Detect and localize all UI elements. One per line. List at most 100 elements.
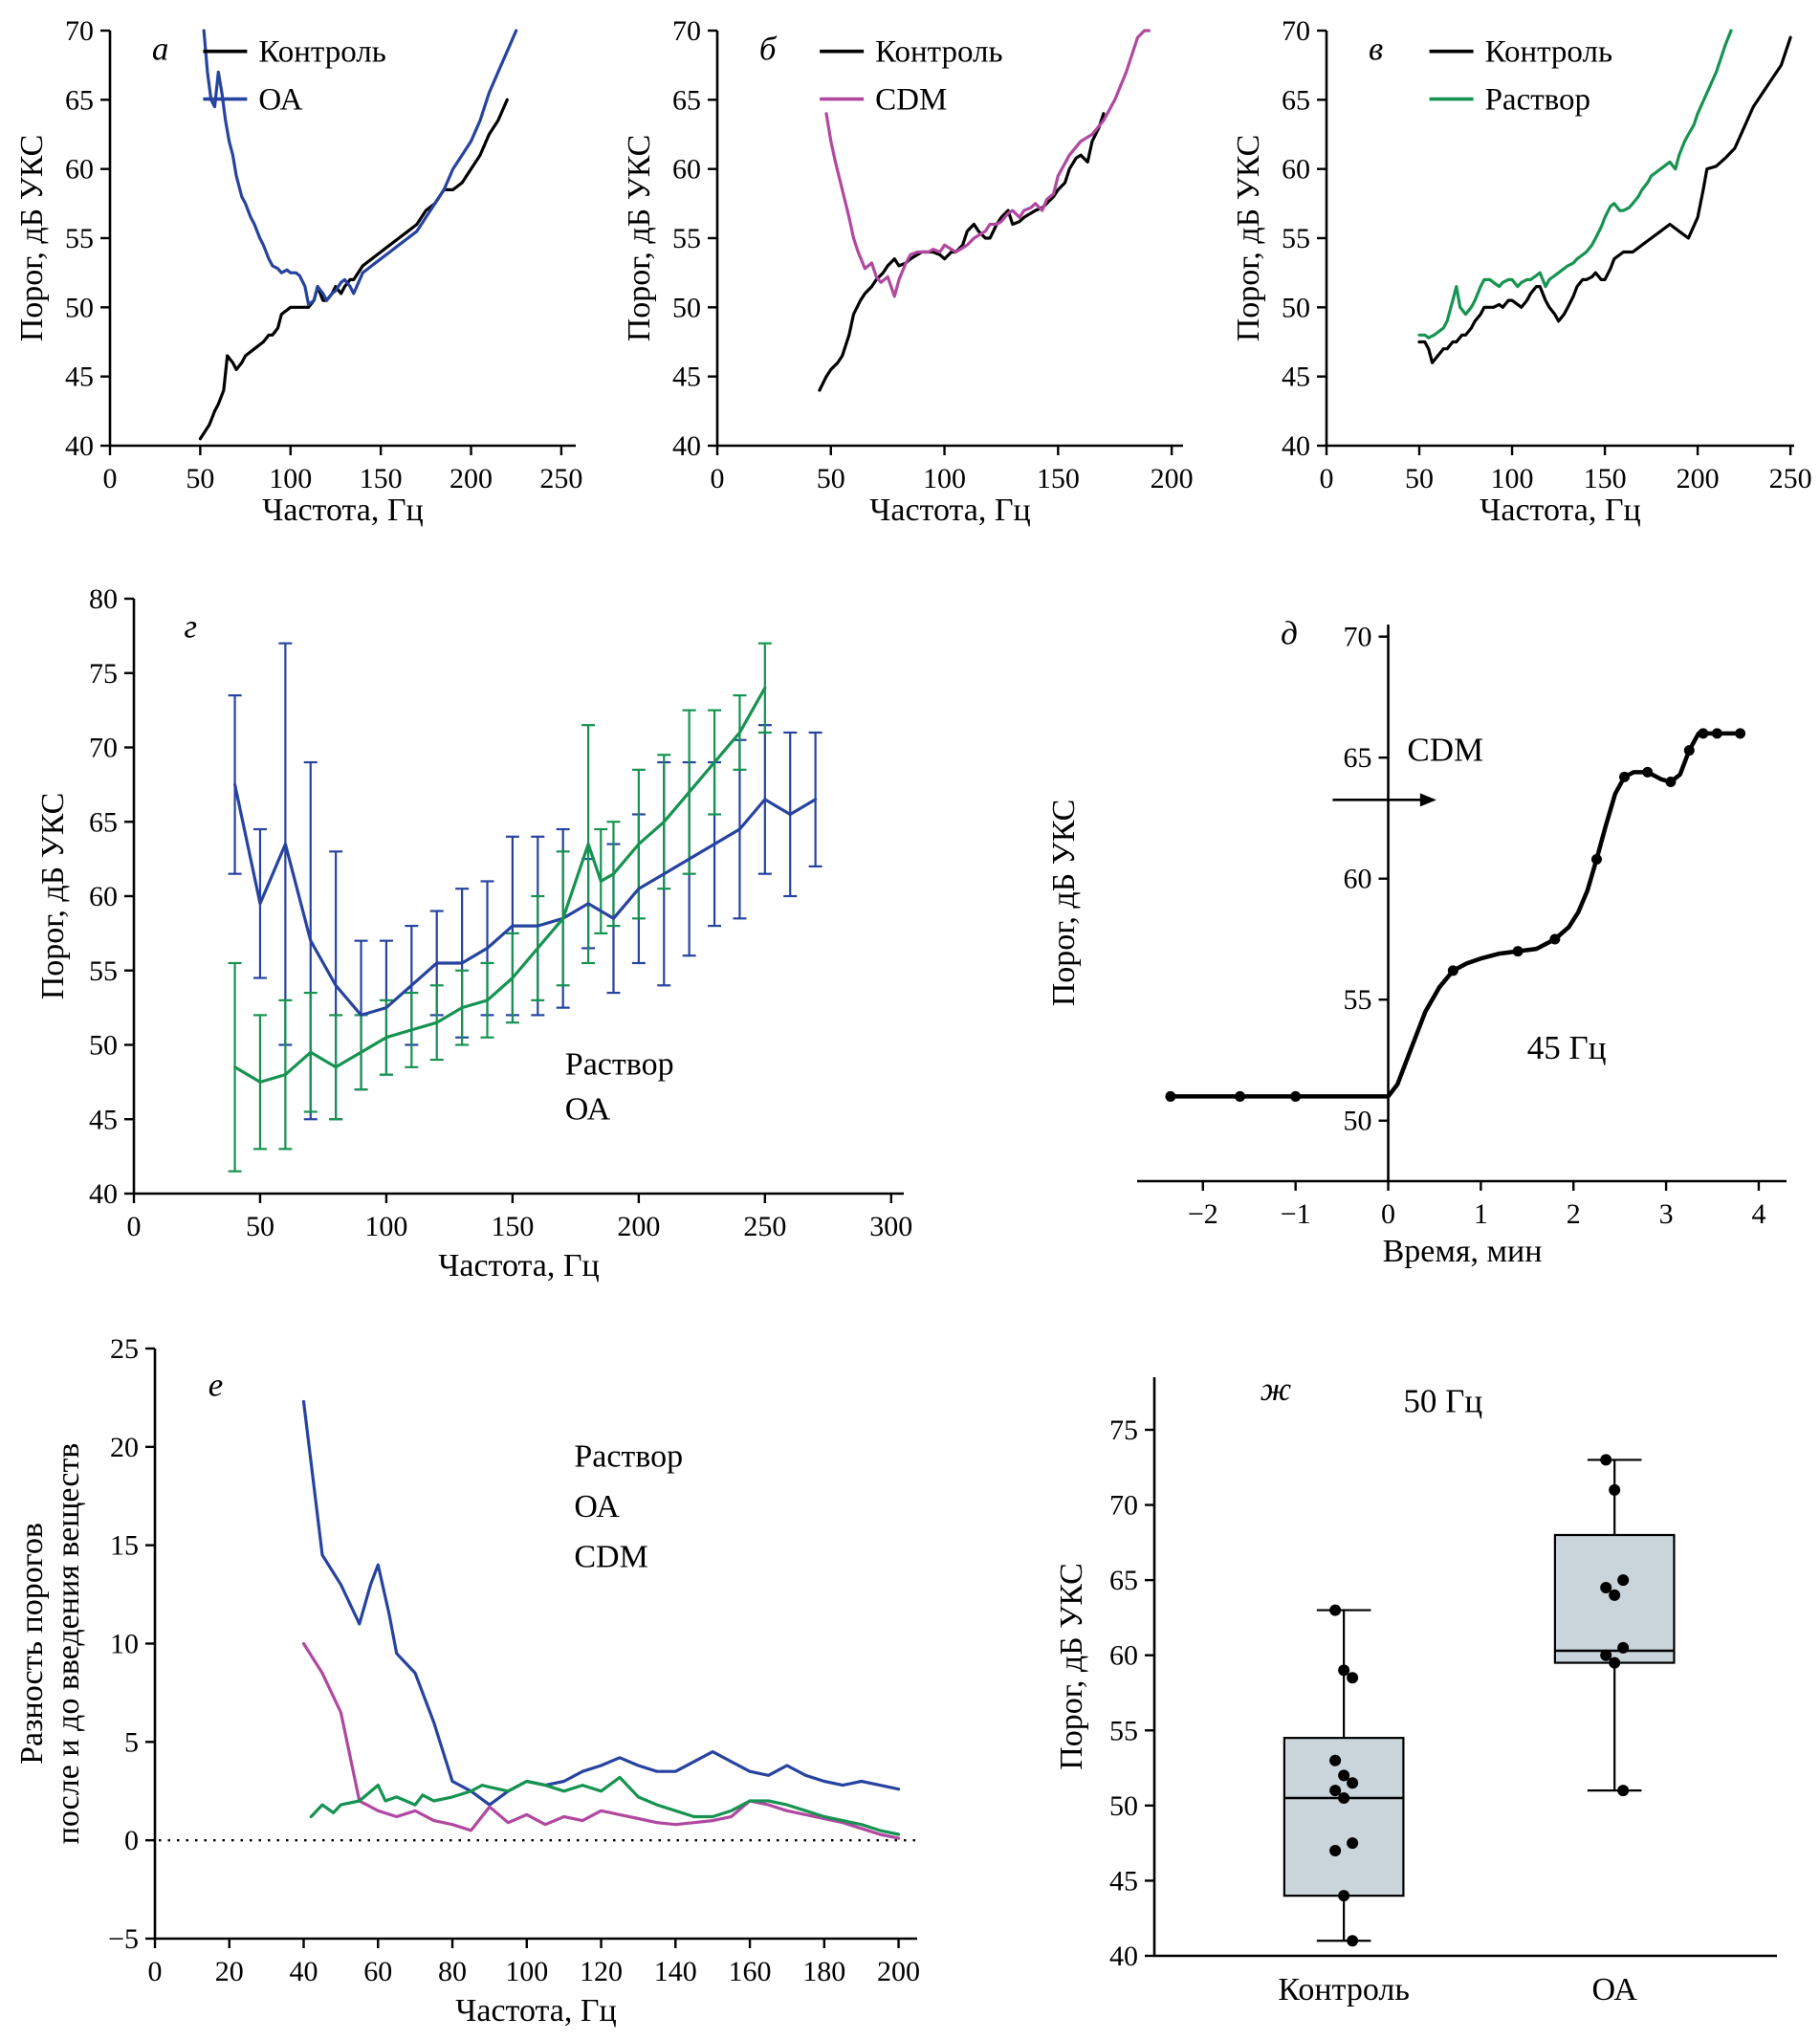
panel-v-text: Порог, дБ УКС <box>1231 135 1266 342</box>
series-line-oa <box>301 1399 901 1807</box>
panel-e-text: 100 <box>505 1956 548 1987</box>
panel-b-text: 200 <box>1151 463 1194 494</box>
panel-zh-text: 55 <box>1109 1715 1138 1746</box>
panel-a-text: Порог, дБ УКС <box>14 135 50 342</box>
panel-g-text: Раствор <box>565 1047 674 1083</box>
panel-g-svg: 0 50 100 150 200 250 300 40 45 50 55 60 65 70 75 80 Част… <box>35 583 912 1283</box>
panel-d-text: 45 Гц <box>1527 1029 1607 1066</box>
series-marker-cdm-time <box>1235 1090 1246 1102</box>
panel-a-text: 250 <box>539 463 582 494</box>
panel-g-text: г <box>184 607 197 645</box>
panel-a-text: 150 <box>360 463 403 494</box>
panel-b-text: 60 <box>672 154 701 186</box>
series-marker-cdm-time <box>1619 771 1630 782</box>
panel-zh-text: 50 Гц <box>1403 1382 1482 1419</box>
panel-zh-text: 70 <box>1109 1490 1138 1522</box>
data-point <box>1600 1649 1612 1661</box>
panel-e-text: 15 <box>110 1530 139 1562</box>
box-Контроль <box>1283 1737 1405 1897</box>
panel-g-text: 300 <box>869 1211 912 1242</box>
series-marker-cdm-time <box>1735 728 1746 739</box>
panel-a-text: а <box>152 30 169 67</box>
panel-d-text: 2 <box>1567 1198 1581 1230</box>
panel-e-text: CDM <box>574 1539 647 1574</box>
panel-d-chart: −2 −1 0 1 2 3 4 50 55 60 65 70 Время, мин Порог, дБ У… <box>1038 601 1810 1275</box>
data-point <box>1338 1890 1350 1902</box>
panel-zh-svg: Контроль ОА 40 45 50 55 60 65 70 75 Порог, дБ УКС ж… <box>1054 1371 1777 2007</box>
panel-e-text: 160 <box>729 1956 772 1987</box>
series-line-rastvor <box>309 1775 901 1836</box>
panel-g-text: 75 <box>89 658 118 690</box>
series-marker-cdm-time <box>1683 745 1695 757</box>
panel-e-text: Частота, Гц <box>455 1993 616 2029</box>
panel-g-text: 250 <box>743 1211 786 1242</box>
panel-b-text: Контроль <box>875 35 1002 70</box>
data-point <box>1338 1769 1350 1782</box>
panel-v-text: 40 <box>1282 430 1310 462</box>
data-point <box>1329 1604 1342 1616</box>
panel-a-text: 200 <box>450 463 493 494</box>
panel-v-text: 55 <box>1282 223 1310 254</box>
panel-a-text: Частота, Гц <box>262 493 423 528</box>
panel-zh-text: 50 <box>1109 1790 1138 1822</box>
data-point <box>1617 1641 1630 1654</box>
panel-v-text: 45 <box>1282 362 1310 393</box>
panel-g-chart: 0 50 100 150 200 250 300 40 45 50 55 60 65 70 75 80 Част… <box>27 572 921 1289</box>
series-line-rastvor <box>233 686 767 1085</box>
panel-d-text: 3 <box>1659 1198 1674 1230</box>
panel-e-text: 120 <box>580 1956 623 1987</box>
panel-e-text: 80 <box>438 1956 467 1987</box>
panel-b-text: CDM <box>875 83 947 118</box>
panel-d-text: 4 <box>1751 1198 1765 1230</box>
series-line-cdm <box>301 1641 901 1840</box>
series-marker-cdm-time <box>1698 728 1709 739</box>
panel-e-text: 20 <box>110 1432 139 1463</box>
data-point <box>1609 1483 1621 1496</box>
series-marker-cdm-time <box>1290 1090 1302 1102</box>
panel-d-text: Порог, дБ УКС <box>1046 800 1082 1007</box>
panel-zh-text: 75 <box>1109 1415 1138 1446</box>
series-marker-cdm-time <box>1447 965 1458 976</box>
panel-g-text: 60 <box>89 881 118 912</box>
panel-e-text: −5 <box>108 1923 139 1955</box>
panel-g-text: 200 <box>617 1211 660 1242</box>
panel-b-text: Частота, Гц <box>869 493 1030 528</box>
panel-e-text: 10 <box>110 1629 139 1660</box>
panel-d-text: 50 <box>1344 1106 1372 1137</box>
panel-a-text: 70 <box>65 15 94 47</box>
series-marker-cdm-time <box>1665 776 1677 787</box>
data-point <box>1347 1837 1359 1850</box>
panel-d-text: CDM <box>1407 732 1483 769</box>
panel-d-text: 60 <box>1344 864 1372 895</box>
series-line-oa <box>202 29 518 306</box>
panel-v-text: 60 <box>1282 154 1310 186</box>
data-point <box>1338 1664 1350 1677</box>
panel-d-text: −1 <box>1281 1198 1311 1230</box>
data-point <box>1600 1454 1612 1466</box>
panel-a-text: 50 <box>65 292 94 323</box>
panel-v-text: 50 <box>1405 463 1434 494</box>
panel-g-text: 50 <box>246 1211 274 1242</box>
panel-d-text: −2 <box>1188 1198 1218 1230</box>
panel-v-svg: 0 50 100 150 200 250 40 45 50 55 60 65 70 Частота, Гц… <box>1231 15 1812 528</box>
panel-e-text: 25 <box>110 1333 139 1365</box>
panel-b-text: 55 <box>672 223 701 254</box>
data-point <box>1347 1777 1359 1789</box>
panel-v-text: Частота, Гц <box>1480 493 1640 528</box>
panel-v-text: 0 <box>1320 463 1334 494</box>
panel-zh-text: Контроль <box>1278 1972 1409 2007</box>
panel-g-text: 45 <box>89 1104 118 1135</box>
panel-d-text: д <box>1281 614 1298 651</box>
data-point <box>1609 1656 1621 1669</box>
panel-e-text: Разность порогов <box>14 1523 50 1765</box>
panel-v-chart: 0 50 100 150 200 250 40 45 50 55 60 65 70 Частота, Гц… <box>1226 6 1812 534</box>
panel-d-text: 65 <box>1344 742 1372 774</box>
panel-e-text: 200 <box>877 1956 920 1987</box>
panel-e-text: 60 <box>363 1956 392 1987</box>
panel-g-text: 70 <box>89 733 118 764</box>
data-point <box>1338 1792 1350 1804</box>
series-line-rastvor <box>1417 29 1733 340</box>
panel-d-text: Время, мин <box>1383 1234 1543 1269</box>
series-line-oa <box>233 782 818 1017</box>
panel-b-text: 50 <box>672 292 701 323</box>
